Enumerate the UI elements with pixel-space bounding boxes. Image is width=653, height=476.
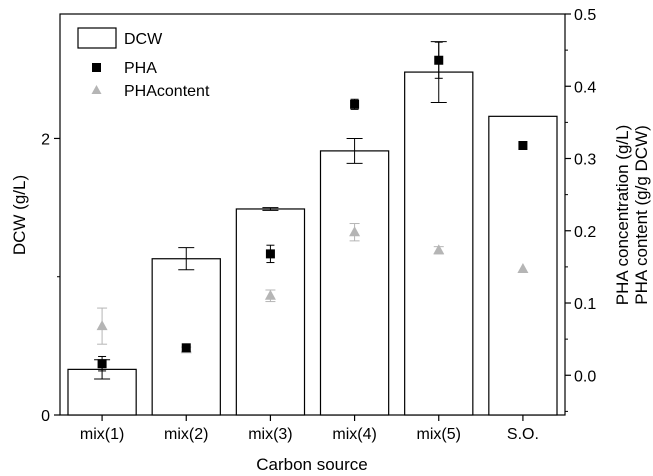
pha-marker <box>181 343 191 353</box>
right-axis: 0.0 0.1 0.2 0.3 0.4 0.5 <box>565 7 596 412</box>
x-tick-label: mix(1) <box>80 426 124 443</box>
pha-marker <box>265 249 275 259</box>
left-tick-label: 2 <box>41 131 50 148</box>
legend-dcw-label: DCW <box>124 31 163 48</box>
pha-marker <box>434 55 444 65</box>
right-axis-title-content: PHA content (g/g DCW) <box>632 125 651 305</box>
left-tick-label: 0 <box>41 408 50 425</box>
right-tick-label: 0.5 <box>574 7 596 24</box>
x-tick-label: S.O. <box>507 426 539 443</box>
pha-content-marker <box>264 289 276 300</box>
x-tick-label: mix(2) <box>164 426 208 443</box>
pha-markers <box>96 41 529 372</box>
right-tick-label: 0.0 <box>574 368 596 385</box>
left-axis: 02 <box>41 131 60 425</box>
x-axis: mix(1) mix(2) mix(3) mix(4) mix(5) S.O. <box>80 415 539 443</box>
dcw-bar <box>319 150 390 416</box>
right-tick-label: 0.3 <box>574 152 596 169</box>
plot-frame <box>59 13 566 416</box>
legend: DCW PHA PHAcontent <box>77 27 210 100</box>
legend-pha-label: PHA <box>124 60 157 77</box>
pha-content-marker <box>433 244 445 255</box>
pha-content-marker <box>96 320 108 331</box>
left-axis-title: DCW (g/L) <box>10 175 29 255</box>
pha-content-marker <box>349 226 361 237</box>
dcw-bars <box>67 41 558 416</box>
right-tick-label: 0.2 <box>574 224 596 241</box>
x-axis-title: Carbon source <box>256 455 368 474</box>
legend-pha-marker <box>92 63 101 72</box>
pha-marker <box>97 359 107 369</box>
right-tick-label: 0.4 <box>574 79 596 96</box>
legend-dcw-swatch <box>77 27 117 49</box>
pha-marker <box>350 99 360 109</box>
x-tick-label: mix(3) <box>248 426 292 443</box>
x-tick-label: mix(5) <box>417 426 461 443</box>
legend-pha-content-marker <box>91 85 102 94</box>
right-axis-title-concentration: PHA concentration (g/L) <box>613 125 632 305</box>
dcw-bar <box>404 71 474 416</box>
legend-pha-content-label: PHAcontent <box>124 83 210 100</box>
pha-content-marker <box>517 263 529 274</box>
right-tick-label: 0.1 <box>574 296 596 313</box>
dcw-bar <box>151 258 221 416</box>
dcw-bar <box>235 208 306 416</box>
pha-marker <box>518 140 528 150</box>
x-tick-label: mix(4) <box>332 426 376 443</box>
